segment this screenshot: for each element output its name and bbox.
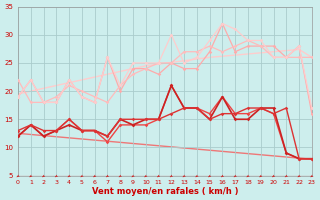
- X-axis label: Vent moyen/en rafales ( km/h ): Vent moyen/en rafales ( km/h ): [92, 187, 238, 196]
